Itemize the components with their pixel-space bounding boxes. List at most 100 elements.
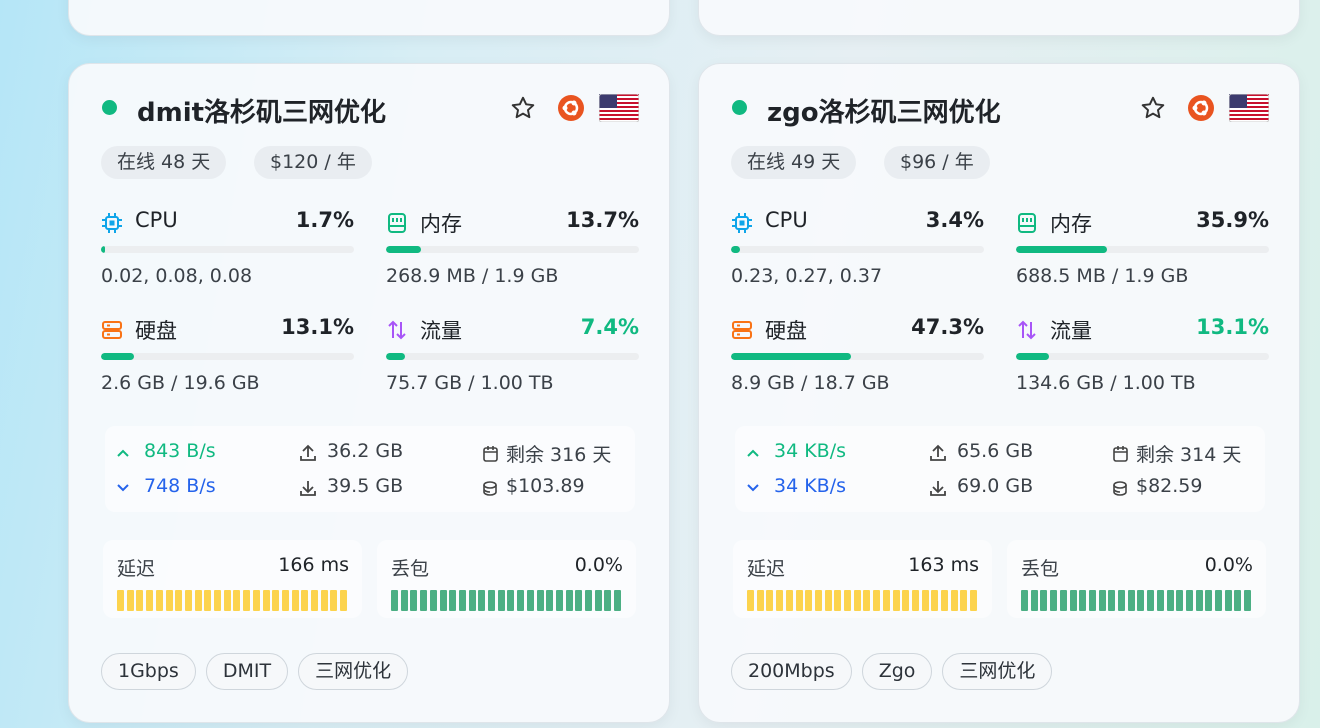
card-partial <box>68 0 670 36</box>
remaining-value: $103.89 <box>506 475 585 497</box>
history-segment <box>252 590 260 611</box>
loss-history <box>391 590 623 611</box>
tag: DMIT <box>205 653 289 690</box>
history-segment <box>902 590 910 611</box>
history-segment <box>1059 590 1067 611</box>
history-segment <box>478 590 486 611</box>
history-segment <box>517 590 525 611</box>
upload-total: 65.6 GB <box>957 440 1034 462</box>
metric-label: CPU <box>765 208 808 232</box>
download-speed: 748 B/s <box>144 475 216 497</box>
metric-value: 3.4% <box>925 208 984 232</box>
tag: Zgo <box>861 653 933 690</box>
tag-list: 1Gbps DMIT 三网优化 <box>101 653 409 690</box>
history-segment <box>449 590 457 611</box>
history-segment <box>776 590 784 611</box>
history-segment <box>340 590 348 611</box>
server-card[interactable]: zgo洛杉矶三网优化 在线 49 天 $96 / 年 CPU 3.4% 0.23, 0.2… <box>698 63 1300 723</box>
history-segment <box>1137 590 1145 611</box>
upload-icon <box>928 443 948 467</box>
history-segment <box>243 590 251 611</box>
metric-icon <box>1016 319 1038 345</box>
down-arrow <box>745 480 761 500</box>
history-segment <box>214 590 221 611</box>
metric-icon <box>731 212 753 238</box>
server-name: dmit洛杉矶三网优化 <box>137 98 387 128</box>
tag: 200Mbps <box>731 653 852 690</box>
progress-fill <box>731 246 740 253</box>
metric-value: 1.7% <box>295 208 354 232</box>
history-segment <box>614 590 622 611</box>
calendar-icon <box>481 444 501 468</box>
country-flag <box>1228 93 1270 126</box>
progress-fill <box>386 353 405 360</box>
metric-label: 流量 <box>1050 319 1092 343</box>
history-segment <box>136 590 144 611</box>
history-segment <box>1234 590 1242 611</box>
server-card[interactable]: dmit洛杉矶三网优化 在线 48 天 $120 / 年 CPU 1.7% 0.02, 0… <box>68 63 670 723</box>
uptime-badge: 在线 48 天 <box>101 146 227 179</box>
history-segment <box>1215 590 1222 611</box>
history-segment <box>1156 590 1164 611</box>
progress-track <box>101 353 354 360</box>
history-segment <box>911 590 919 611</box>
history-segment <box>834 590 842 611</box>
history-segment <box>1244 590 1252 611</box>
history-segment <box>892 590 900 611</box>
progress-fill <box>101 353 135 360</box>
history-segment <box>1040 590 1048 611</box>
history-segment <box>585 590 592 611</box>
metric-label: CPU <box>135 208 178 232</box>
download-speed: 34 KB/s <box>774 475 847 497</box>
history-segment <box>165 590 173 611</box>
history-segment <box>410 590 418 611</box>
metric-icon <box>101 212 123 238</box>
history-segment <box>756 590 764 611</box>
download-icon <box>928 478 948 502</box>
history-segment <box>468 590 476 611</box>
metric-detail: 0.23, 0.27, 0.37 <box>731 265 883 287</box>
latency-value: 163 ms <box>908 554 979 576</box>
progress-fill <box>1016 246 1107 253</box>
history-segment <box>873 590 881 611</box>
history-segment <box>1166 590 1174 611</box>
history-segment <box>555 590 563 611</box>
history-segment <box>262 590 270 611</box>
os-icon <box>557 94 585 126</box>
download-total: 39.5 GB <box>327 475 404 497</box>
latency-label: 延迟 <box>117 558 156 580</box>
history-segment <box>1088 590 1096 611</box>
metric-icon <box>1016 212 1038 238</box>
metric-icon <box>101 319 123 345</box>
history-segment <box>921 590 929 611</box>
history-segment <box>814 590 822 611</box>
progress-track <box>731 353 984 360</box>
history-segment <box>882 590 890 611</box>
metric-value: 13.1% <box>1196 315 1269 339</box>
metric-value: 35.9% <box>1196 208 1269 232</box>
network-box <box>105 426 635 512</box>
remaining-days: 剩余 314 天 <box>1136 444 1242 466</box>
progress-track <box>386 246 639 253</box>
history-segment <box>1147 590 1155 611</box>
metric-value: 13.7% <box>566 208 639 232</box>
card-partial <box>698 0 1300 36</box>
metric-icon <box>731 319 753 345</box>
remaining-days: 剩余 316 天 <box>506 444 612 466</box>
metric-detail: 0.02, 0.08, 0.08 <box>101 265 253 287</box>
progress-track <box>731 246 984 253</box>
history-segment <box>824 590 832 611</box>
history-segment <box>281 590 289 611</box>
metric-label: 硬盘 <box>765 319 807 343</box>
history-segment <box>488 590 495 611</box>
down-arrow <box>115 480 131 500</box>
progress-fill <box>731 353 851 360</box>
metric-detail: 134.6 GB / 1.00 TB <box>1016 372 1196 394</box>
tag: 三网优化 <box>298 653 409 690</box>
upload-total: 36.2 GB <box>327 440 404 462</box>
history-segment <box>233 590 241 611</box>
metric-detail: 75.7 GB / 1.00 TB <box>386 372 554 394</box>
history-segment <box>1030 590 1038 611</box>
metric-label: 硬盘 <box>135 319 177 343</box>
history-segment <box>536 590 544 611</box>
